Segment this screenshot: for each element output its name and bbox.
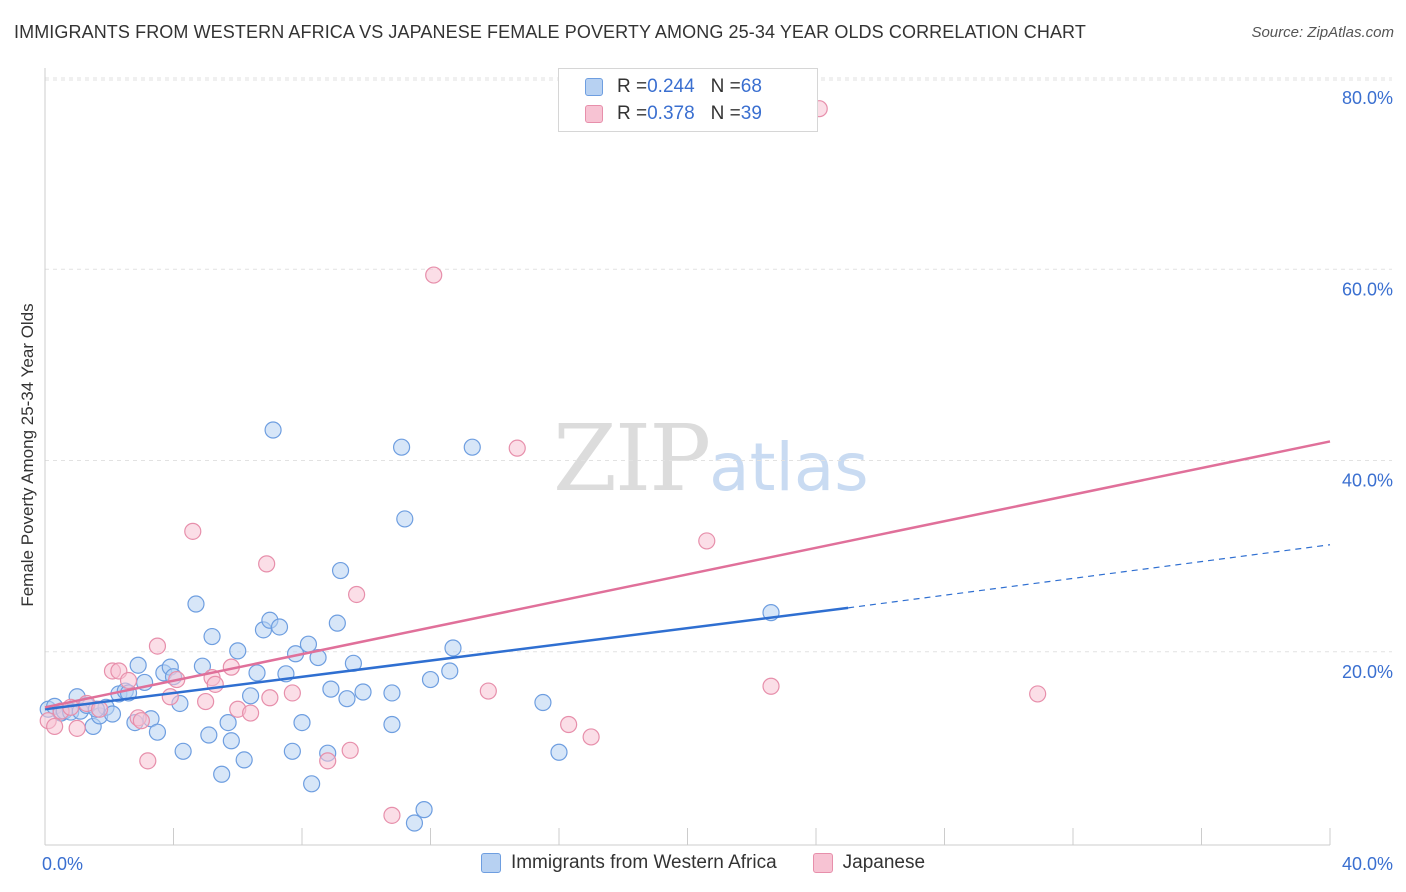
series-legend: Immigrants from Western Africa Japanese: [0, 852, 1406, 874]
point-western-africa: [383, 715, 401, 734]
point-western-africa: [222, 732, 240, 750]
point-western-africa: [283, 742, 301, 760]
legend-label: Immigrants from Western Africa: [510, 852, 777, 873]
point-japanese: [762, 677, 780, 695]
point-western-africa: [235, 751, 253, 769]
pink-swatch-icon: [585, 105, 603, 123]
trendline-western-africa: [44, 606, 849, 711]
point-western-africa: [331, 561, 350, 580]
r-value: 0.378: [647, 103, 695, 124]
y-tick-label: 80.0%: [1342, 88, 1393, 108]
watermark-atlas: atlas: [709, 429, 869, 506]
point-western-africa: [293, 713, 311, 732]
n-value: 39: [740, 103, 762, 124]
y-tick-label: 40.0%: [1342, 471, 1393, 491]
point-japanese: [1029, 685, 1047, 703]
legend-item-western-africa[interactable]: Immigrants from Western Africa: [480, 852, 777, 874]
point-western-africa: [534, 693, 552, 712]
point-japanese: [319, 752, 337, 770]
point-western-africa: [270, 618, 289, 636]
point-western-africa: [148, 723, 167, 741]
point-japanese: [698, 532, 716, 550]
n-value: 68: [740, 76, 762, 97]
y-tick-label: 20.0%: [1342, 662, 1393, 682]
y-tick-label: 60.0%: [1342, 279, 1393, 299]
r-label: R =: [617, 103, 648, 124]
correlation-legend: R = 0.244 N = 68 R = 0.378 N = 39: [558, 68, 818, 132]
n-label: N =: [710, 103, 741, 124]
point-japanese: [184, 522, 202, 540]
chart-title: IMMIGRANTS FROM WESTERN AFRICA VS JAPANE…: [14, 22, 1086, 42]
point-japanese: [68, 719, 86, 737]
blue-swatch-icon: [585, 78, 603, 96]
point-western-africa: [396, 510, 414, 528]
point-japanese: [119, 671, 138, 690]
point-japanese: [341, 741, 359, 759]
point-western-africa: [242, 687, 260, 705]
point-japanese: [508, 439, 526, 457]
pink-swatch-icon: [812, 853, 833, 873]
blue-swatch-icon: [480, 853, 501, 873]
point-japanese: [348, 585, 366, 604]
point-western-africa: [328, 614, 346, 632]
point-western-africa: [213, 765, 231, 783]
point-japanese: [132, 712, 150, 730]
point-western-africa: [338, 690, 356, 708]
point-western-africa: [129, 656, 147, 674]
point-western-africa: [463, 438, 481, 456]
point-western-africa: [200, 726, 218, 744]
point-japanese: [206, 675, 224, 693]
point-western-africa: [299, 635, 318, 653]
point-japanese: [425, 266, 443, 284]
r-value: 0.244: [647, 76, 695, 97]
trendline-japanese: [44, 440, 1331, 709]
legend-item-japanese[interactable]: Japanese: [812, 852, 926, 874]
source-label: Source: ZipAtlas.com: [1251, 24, 1394, 41]
point-western-africa: [322, 680, 340, 698]
point-western-africa: [303, 775, 321, 793]
point-japanese: [283, 684, 301, 702]
point-japanese: [148, 637, 167, 655]
point-japanese: [46, 717, 64, 736]
legend-label: Japanese: [842, 852, 926, 873]
r-label: R =: [617, 76, 648, 97]
point-western-africa: [392, 438, 411, 456]
point-japanese: [161, 688, 179, 706]
point-japanese: [582, 728, 600, 746]
x-tick-label: 40.0%: [1342, 854, 1393, 874]
point-western-africa: [444, 639, 462, 657]
point-western-africa: [203, 627, 221, 646]
point-western-africa: [174, 742, 192, 760]
point-western-africa: [248, 664, 266, 682]
point-western-africa: [264, 421, 282, 439]
point-japanese: [479, 682, 497, 700]
point-western-africa: [550, 743, 568, 761]
point-japanese: [560, 715, 578, 734]
point-western-africa: [187, 595, 205, 613]
n-label: N =: [710, 76, 741, 97]
point-japanese: [242, 704, 260, 722]
point-japanese: [139, 752, 157, 770]
legend-row-blue: R = 0.244 N = 68: [585, 75, 762, 99]
point-japanese: [383, 806, 401, 824]
watermark: ZIPatlas: [553, 405, 869, 512]
point-western-africa: [383, 684, 401, 702]
legend-row-pink: R = 0.378 N = 39: [585, 102, 762, 126]
point-japanese: [197, 692, 215, 711]
trendline-western-africa-extension: [848, 544, 1331, 609]
watermark-zip: ZIP: [553, 405, 711, 512]
point-western-africa: [405, 814, 424, 832]
point-japanese: [261, 689, 279, 707]
point-western-africa: [441, 662, 459, 680]
x-tick-label: 0.0%: [42, 854, 83, 874]
point-western-africa: [415, 801, 433, 819]
point-western-africa: [354, 683, 372, 701]
point-japanese: [258, 555, 276, 573]
point-western-africa: [229, 642, 247, 660]
point-western-africa: [421, 670, 440, 689]
point-western-africa: [219, 713, 237, 732]
